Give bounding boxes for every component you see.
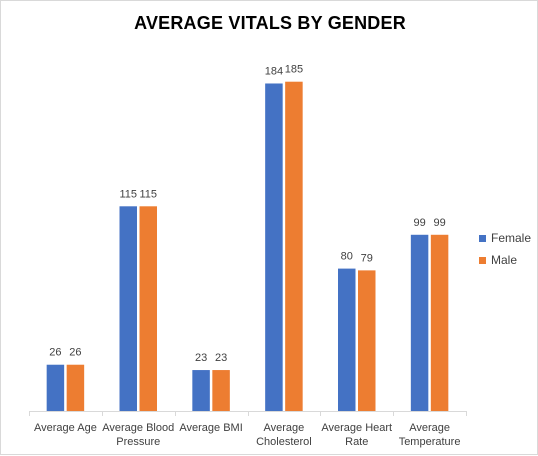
x-tick-label-5: Temperature [399,436,461,448]
bar-male-4 [358,270,376,411]
bar-male-2 [212,370,230,411]
x-tick-label-1: Pressure [116,436,160,448]
x-tick-label-1: Average Blood [102,422,174,434]
x-tick-label-3: Cholesterol [256,436,312,448]
data-label-male-4: 79 [361,252,373,264]
x-tick-label-4: Average Heart [321,422,392,434]
data-label-male-2: 23 [215,352,227,364]
bar-male-0 [66,364,85,411]
legend-swatch-female [479,234,486,242]
bar-female-0 [46,364,65,411]
x-tick-label-4: Rate [345,436,368,448]
legend-item-male: Male [479,249,531,271]
x-tick-label-5: Average [409,422,450,434]
data-label-female-0: 26 [49,347,61,359]
data-label-female-2: 23 [195,352,207,364]
legend: Female Male [479,227,531,271]
bar-female-1 [119,206,137,411]
legend-item-female: Female [479,227,531,249]
bar-female-5 [410,234,429,411]
bar-female-4 [338,268,356,411]
data-label-female-4: 80 [341,251,353,263]
x-tick-label-3: Average [264,422,305,434]
data-label-male-1: 115 [139,188,157,200]
legend-label-female: Female [491,231,532,245]
legend-swatch-male [479,256,486,264]
chart-title: AVERAGE VITALS BY GENDER [134,13,406,33]
data-label-male-0: 26 [69,347,81,359]
data-label-male-3: 185 [285,64,303,76]
bar-male-1 [139,206,157,411]
bar-female-3 [265,83,283,411]
data-label-female-5: 99 [413,217,425,229]
data-label-male-5: 99 [433,217,445,229]
data-label-female-3: 184 [265,65,283,77]
x-tick-label-2: Average BMI [179,422,242,434]
legend-label-male: Male [491,253,518,267]
bar-male-5 [430,234,449,411]
bar-female-2 [192,370,210,411]
x-tick-label-0: Average Age [34,422,97,434]
bar-male-3 [285,81,303,411]
data-label-female-1: 115 [119,188,137,200]
